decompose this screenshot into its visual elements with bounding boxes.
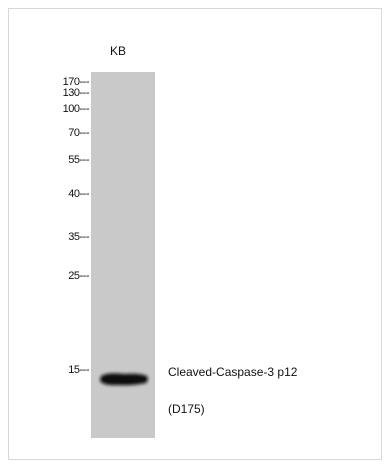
marker-label: 55---: [68, 154, 90, 166]
marker-label: 130---: [63, 87, 90, 99]
band: [100, 373, 148, 385]
marker-label: 35---: [68, 231, 90, 243]
marker-label: 70---: [68, 127, 90, 139]
marker-label: 25---: [68, 270, 90, 282]
band-sublabel: (D175): [168, 402, 205, 416]
marker-label: 15---: [68, 364, 90, 376]
marker-label: 40---: [68, 188, 90, 200]
marker-label: 100---: [63, 103, 90, 115]
page: KB 170--- 130--- 100--- 70--- 55--- 40--…: [0, 0, 390, 468]
band-label: Cleaved-Caspase-3 p12: [168, 365, 298, 379]
blot-figure: KB 170--- 130--- 100--- 70--- 55--- 40--…: [0, 0, 390, 468]
lane-label: KB: [110, 44, 126, 58]
